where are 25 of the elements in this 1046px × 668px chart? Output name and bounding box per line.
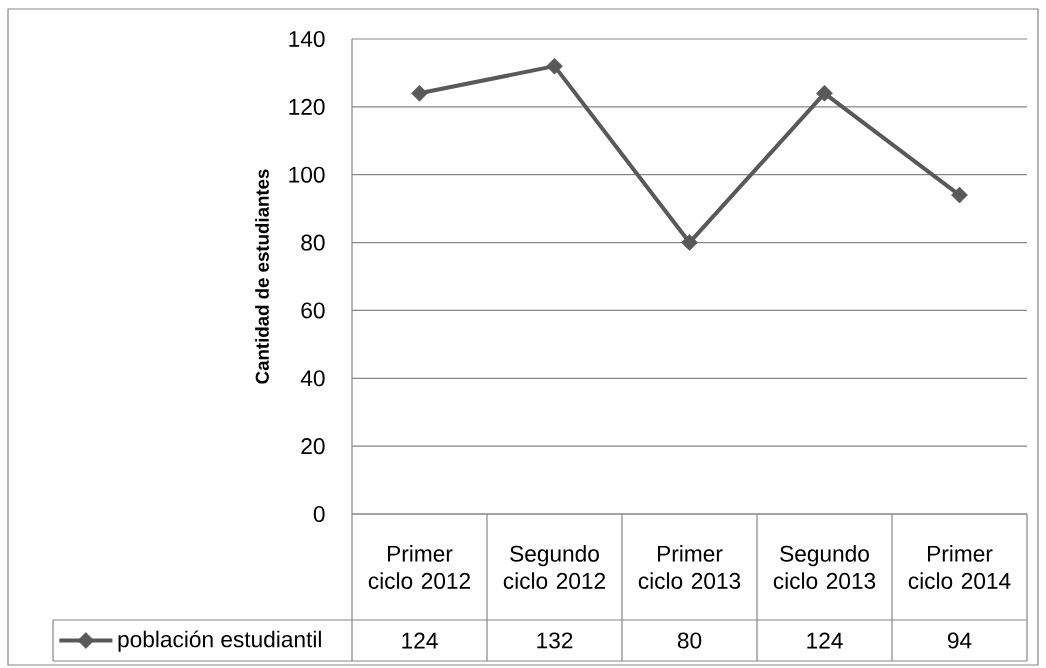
data-label: 124 [402,632,438,649]
x-tick-label: Primer ciclo 2014 [908,545,1011,589]
x-tick-label: Segundo ciclo 2013 [773,545,876,589]
y-tick-label: 120 [289,98,325,115]
point [951,186,968,204]
x-tick-label: Primer ciclo 2012 [368,545,470,589]
x-tick-label: Primer ciclo 2013 [638,545,741,589]
point [546,57,563,75]
legend-label: población estudiantil [118,630,321,652]
y-tick-label: 140 [289,30,325,48]
point [816,84,833,102]
data-label: 124 [807,632,843,649]
y-tick-label: 0 [313,505,325,523]
point [681,234,698,251]
y-tick-label: 20 [301,438,325,455]
point [411,84,428,102]
y-tick-label: 60 [301,302,325,319]
data-label: 132 [537,632,573,649]
y-tick-label: 100 [289,166,325,183]
y-tick-label: 80 [301,234,325,251]
data-label: 94 [947,632,972,649]
x-tick-label: Segundo ciclo 2012 [503,545,605,589]
y-axis-title: Cantidad de estudiantes [255,169,269,384]
y-tick-label: 40 [300,370,325,387]
data-label: 80 [677,632,702,649]
